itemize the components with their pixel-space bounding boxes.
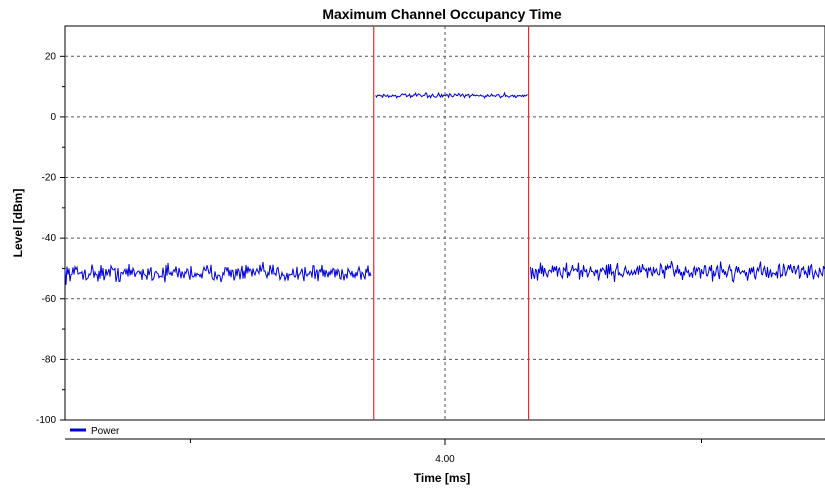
y-tick-label: 20 [45, 51, 57, 62]
legend-label: Power [91, 426, 120, 437]
y-tick-label: 0 [50, 112, 56, 123]
marker-lines [373, 26, 530, 420]
y-tick-label: -60 [42, 294, 57, 305]
y-tick-label: -20 [42, 173, 57, 184]
x-axis-ticks: 4.00 [189, 439, 702, 465]
chart-title: Maximum Channel Occupancy Time [322, 6, 562, 22]
y-axis-ticks: 20 0 -20 -40 -60 -80 -100 [36, 51, 65, 426]
grid-lines [65, 26, 825, 420]
plot-area [64, 25, 825, 421]
y-axis-label: Level [dBm] [11, 189, 25, 258]
legend: Power [70, 426, 120, 437]
series-group [64, 91, 825, 285]
y-tick-label: -100 [36, 415, 56, 426]
series-line-segment [530, 260, 825, 284]
x-axis-label: Time [ms] [414, 471, 470, 485]
y-tick-label: -40 [42, 233, 57, 244]
x-tick-label: 4.00 [435, 454, 455, 465]
series-line-segment [375, 91, 528, 100]
y-tick-label: -80 [42, 354, 57, 365]
series-line-segment [64, 261, 372, 285]
